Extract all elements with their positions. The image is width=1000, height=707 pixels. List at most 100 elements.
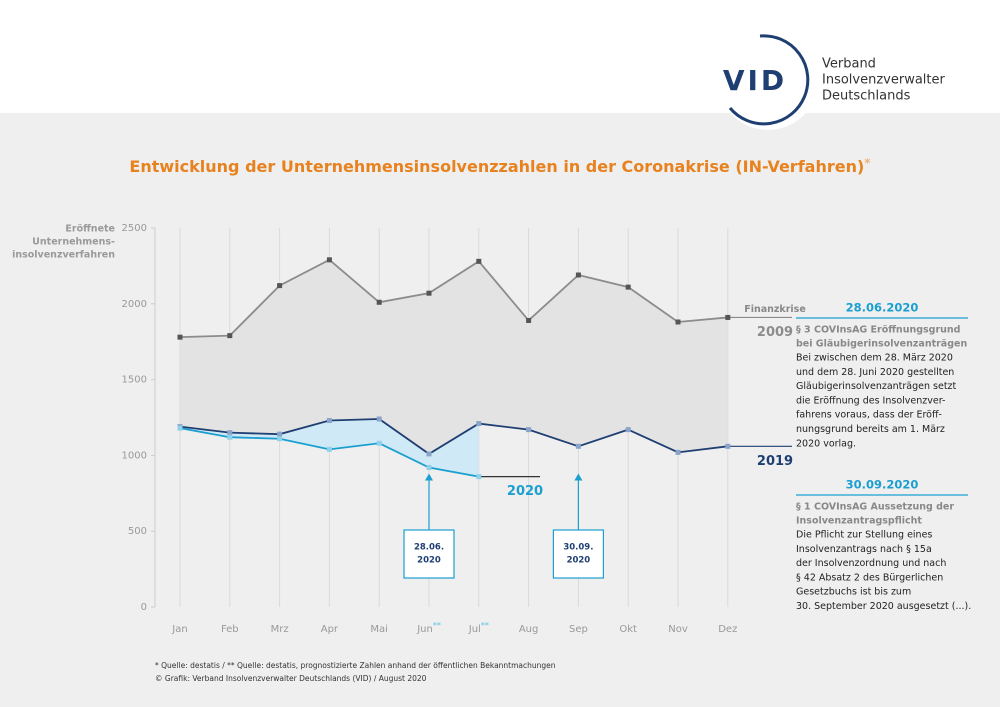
org-line: Insolvenzverwalter (822, 73, 946, 88)
marker (625, 284, 631, 290)
marker (277, 431, 283, 437)
marker (725, 443, 731, 449)
marker (526, 317, 532, 323)
marker (376, 416, 382, 422)
note-body: der Insolvenzordnung und nach (796, 558, 946, 569)
series-tag: Finanzkrise (744, 304, 806, 315)
note-body: 2020 vorlag. (796, 438, 856, 449)
marker (426, 290, 432, 296)
title-mark: * (864, 156, 871, 170)
note-body: 30. September 2020 ausgesetzt (...). (796, 601, 971, 612)
note-heading: § 3 COVInsAG Eröffnungsgrund (796, 325, 960, 336)
series-label: 2019 (757, 454, 793, 469)
marker (177, 425, 183, 431)
note-heading: Insolvenzantragspflicht (796, 516, 922, 527)
category: Jul (468, 624, 481, 635)
marker (376, 299, 382, 305)
x-tick-label: Aug (519, 624, 539, 635)
category-mark: ** (433, 621, 441, 630)
marker (675, 319, 681, 325)
marker (277, 283, 283, 289)
category: Apr (321, 624, 339, 635)
marker (476, 421, 482, 427)
marker (277, 436, 283, 442)
category: Nov (668, 624, 688, 635)
marker (227, 430, 233, 436)
note-body: Gesetzbuchs ist bis zum (796, 587, 911, 598)
series-label: 2020 (507, 484, 543, 499)
y-tick-label: 1000 (122, 450, 147, 461)
marker (426, 451, 432, 457)
callout-text: 2020 (567, 556, 591, 566)
x-tick-label: Jun** (416, 621, 441, 636)
category: Okt (619, 624, 637, 635)
marker (575, 272, 581, 278)
arrow-head (574, 473, 583, 481)
marker (376, 440, 382, 446)
note-body: Die Pflicht zur Stellung eines (796, 530, 932, 541)
note-body: nungsgrund bereits am 1. März (796, 424, 945, 435)
marker (476, 258, 482, 264)
callout-box (552, 529, 605, 579)
category: Feb (221, 624, 239, 635)
chart-title: Entwicklung der Unternehmensinsolvenzzah… (129, 156, 871, 176)
marker (227, 434, 233, 440)
callout-box (403, 529, 455, 579)
marker (326, 446, 332, 452)
x-tick-label: Dez (718, 624, 737, 635)
y-tick-label: 500 (128, 526, 147, 537)
note-date: 28.06.2020 (846, 301, 919, 315)
org-line: Verband (822, 57, 876, 72)
marker (326, 257, 332, 263)
y-tick-label: 1500 (122, 375, 147, 386)
marker (625, 427, 631, 433)
category: Sep (569, 624, 588, 635)
category-mark: ** (481, 621, 489, 630)
footnote: * Quelle: destatis / ** Quelle: destatis… (155, 661, 556, 670)
note-body: die Eröffnung des Insolvenzver- (796, 395, 945, 406)
series-line (179, 418, 728, 455)
marker (326, 418, 332, 424)
x-tick-label: Feb (221, 624, 239, 635)
x-tick-label: Mai (370, 624, 388, 635)
marker (426, 465, 432, 471)
note-body: § 42 Absatz 2 des Bürgerlichen (796, 572, 943, 583)
marker (575, 443, 581, 449)
callout-text: 2020 (417, 556, 441, 566)
x-tick-label: Okt (619, 624, 637, 635)
x-tick-label: Jul** (468, 621, 489, 636)
marker (725, 314, 731, 320)
marker (675, 449, 681, 455)
category: Dez (718, 624, 737, 635)
title: Entwicklung der Unternehmensinsolvenzzah… (129, 157, 864, 176)
category: Mai (370, 624, 388, 635)
x-tick-label: Jan (171, 624, 187, 635)
y-tick-label: 0 (141, 602, 147, 613)
x-tick-label: Sep (569, 624, 588, 635)
logo: VID (723, 64, 787, 97)
marker (227, 333, 233, 339)
x-tick-label: Mrz (271, 624, 289, 635)
note-heading: bei Gläubigerinsolvenzanträgen (796, 339, 967, 350)
callout-text: 28.06. (414, 543, 444, 553)
callout-text: 30.09. (563, 543, 593, 553)
org-line: Deutschlands (822, 89, 911, 104)
logo-disc (718, 30, 818, 130)
series-label: 2009 (757, 325, 793, 340)
series-line (179, 258, 728, 339)
note-heading: § 1 COVInsAG Aussetzung der (796, 502, 954, 513)
marker (476, 474, 482, 480)
category: Jan (171, 624, 187, 635)
x-tick-label: Nov (668, 624, 688, 635)
note-body: Insolvenzantrags nach § 15a (796, 544, 932, 555)
y-label: Unternehmens- (32, 237, 115, 248)
logo-arc (728, 34, 810, 126)
note-body: Gläubigerinsolvenzanträgen setzt (796, 381, 957, 392)
area-between (180, 259, 728, 454)
marker (526, 427, 532, 433)
y-label: insolvenzverfahren (12, 250, 115, 261)
category: Jun (416, 624, 433, 635)
category: Mrz (271, 624, 289, 635)
y-tick-label: 2000 (122, 299, 147, 310)
